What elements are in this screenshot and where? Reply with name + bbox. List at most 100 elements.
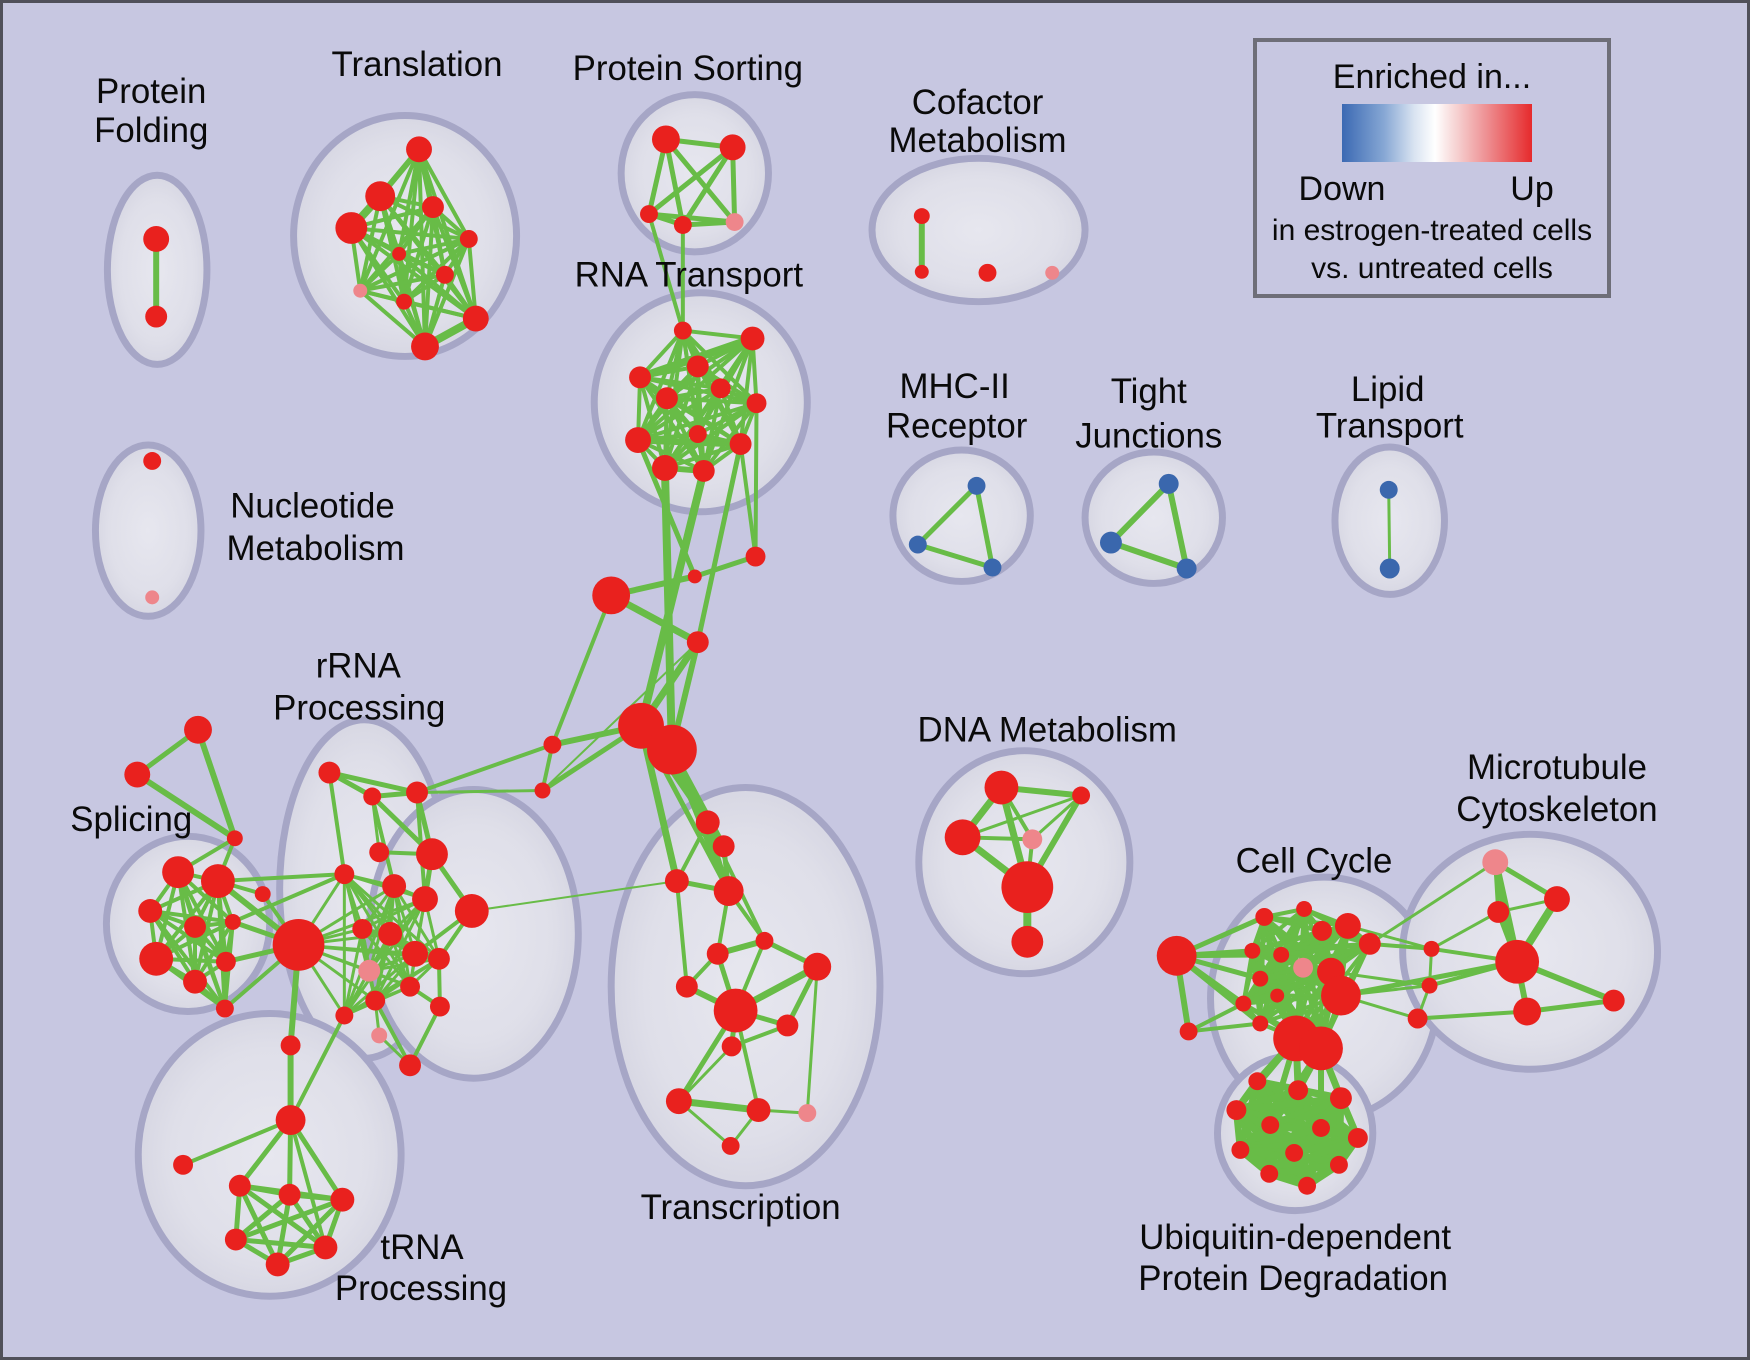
edge-rt6-rt7 (664, 396, 759, 406)
node-sp4 (184, 915, 206, 938)
node-ch1 (592, 576, 631, 615)
edge-tg2-sp10 (134, 771, 238, 842)
node-rr17 (429, 996, 450, 1017)
nucleotide-metabolism-label: Metabolism (226, 529, 404, 568)
edge-cc4-cc8 (1250, 906, 1307, 953)
node-rt3 (686, 355, 709, 378)
node-ps2 (719, 134, 746, 161)
trna-processing-label: tRNA (380, 1228, 464, 1267)
node-ub4 (1226, 1100, 1247, 1121)
edge-tx3-tx7 (674, 879, 689, 989)
node-dm2 (944, 819, 981, 856)
node-tr5 (459, 229, 478, 248)
node-tx6 (706, 942, 729, 965)
rrna-processing-label: rRNA (316, 647, 402, 686)
edge-rt10-ch3 (695, 441, 744, 645)
node-rt10 (729, 433, 752, 455)
node-tr2 (365, 181, 396, 212)
node-mt2 (1544, 886, 1570, 912)
edge-cc14-cc16 (1258, 969, 1333, 1026)
edge-rr6-rr13 (392, 884, 441, 961)
edge-tr6-tr11 (397, 251, 427, 349)
trna-processing-ellipse (134, 1010, 405, 1300)
edge-sp5-rr5 (230, 872, 347, 924)
node-ps3 (640, 205, 658, 224)
edge-cc7-cc9 (1279, 941, 1372, 957)
node-tr1 (406, 136, 432, 163)
node-rrY (280, 1035, 301, 1056)
node-mh1 (967, 476, 986, 495)
node-mt3 (1487, 901, 1510, 923)
edge-trb1-trb5 (237, 1183, 328, 1250)
edge-tr4-tr5 (349, 226, 471, 241)
node-ch4 (745, 546, 766, 567)
node-sp5 (224, 913, 241, 930)
node-trb3 (330, 1187, 355, 1212)
edge-rr6-rr16 (392, 884, 412, 989)
node-tx13 (746, 1098, 771, 1123)
node-rt8 (688, 425, 707, 444)
node-cc4 (1296, 901, 1313, 917)
mhc-ii-receptor-label: MHC-II (900, 367, 1010, 406)
trna-processing-label: Processing (335, 1269, 507, 1308)
node-mt4 (1495, 939, 1540, 984)
edge-mt3-mt5 (1430, 910, 1500, 951)
node-trb4 (224, 1228, 247, 1251)
node-rr2 (363, 787, 382, 806)
node-trb6 (265, 1252, 290, 1277)
edge-trh-rr18 (288, 1013, 347, 1123)
edge-chA-ch1 (550, 593, 614, 747)
edge-tj1-tj3 (1165, 480, 1190, 572)
edge-tr8-tr11 (358, 288, 427, 349)
node-dm5 (1001, 861, 1054, 913)
node-trb1 (228, 1174, 251, 1197)
edge-ps3-rt1 (647, 212, 685, 333)
node-nm2 (145, 590, 160, 605)
node-tx10 (776, 1014, 799, 1037)
edge-trb4-trb5 (233, 1237, 328, 1250)
node-rr9 (272, 918, 325, 971)
node-tr3 (422, 196, 444, 219)
lipid-transport-label: Transport (1316, 407, 1464, 446)
edge-rr7-rr15 (373, 897, 427, 1003)
node-tg1 (184, 715, 212, 744)
node-trI (173, 1154, 194, 1175)
edge-rr1-rr5 (327, 770, 347, 877)
legend-caption-line1: in estrogen-treated cells (1271, 214, 1593, 247)
node-tr4 (335, 212, 368, 244)
node-rr6 (382, 874, 407, 899)
node-trh (275, 1105, 306, 1135)
node-sp8 (215, 951, 236, 972)
edge-cc6-cc8 (1250, 923, 1350, 953)
node-tr8 (353, 283, 368, 298)
node-rr7 (412, 886, 438, 912)
cofactor-metabolism-ellipse (868, 154, 1089, 306)
node-sp3 (138, 899, 163, 923)
edge-cc7-mt1 (1368, 860, 1497, 946)
rna-transport-label: RNA Transport (575, 255, 804, 294)
node-tj2 (1100, 531, 1122, 554)
node-tj3 (1176, 558, 1197, 579)
edge-rr13-rr18 (342, 957, 441, 1018)
node-rt6 (655, 387, 678, 410)
legend-title: Enriched in... (1332, 58, 1532, 96)
node-ch2 (687, 569, 702, 584)
edge-trb3-trb6 (275, 1197, 345, 1267)
node-cf3 (978, 263, 997, 282)
node-lt1 (1379, 480, 1398, 499)
node-lt2 (1379, 558, 1400, 579)
node-rr18 (335, 1006, 354, 1025)
node-mt8 (1513, 997, 1542, 1026)
node-trb2 (278, 1183, 301, 1206)
edge-tr5-tr6 (397, 236, 471, 256)
node-rr1 (318, 761, 341, 784)
edge-rr8-tx3 (470, 880, 678, 912)
node-tx5 (755, 931, 774, 950)
protein-folding-label: Protein (96, 72, 206, 111)
edge-rt1-rt9 (636, 328, 685, 443)
node-cc12 (1270, 988, 1285, 1003)
node-rr13 (427, 947, 450, 970)
node-ps1 (651, 125, 680, 154)
legend-up-label: Up (1510, 170, 1554, 208)
node-cc3 (1255, 907, 1274, 926)
